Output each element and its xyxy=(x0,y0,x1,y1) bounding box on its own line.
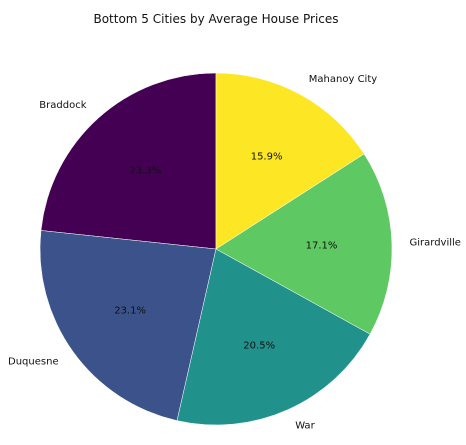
slice-label-war: War xyxy=(295,421,315,432)
percent-label-braddock: 23.3% xyxy=(130,166,162,177)
percent-label-war: 20.5% xyxy=(243,340,275,351)
chart-title: Bottom 5 Cities by Average House Prices xyxy=(93,12,338,26)
pie-slice-girardville xyxy=(215,153,393,335)
slice-label-braddock: Braddock xyxy=(39,100,86,111)
pie-slice-mahanoy-city xyxy=(215,72,365,250)
slice-label-mahanoy-city: Mahanoy City xyxy=(309,74,377,85)
pie-slice-braddock xyxy=(40,72,217,250)
pie-slice-war xyxy=(176,248,371,426)
slice-label-duquesne: Duquesne xyxy=(8,357,59,368)
pie-slice-duquesne xyxy=(39,230,217,421)
pie-slices xyxy=(39,72,393,426)
pie-labels: Braddock 23.3% Duquesne 23.1% War 20.5% Girard… xyxy=(8,74,461,432)
slice-label-girardville: Girardville xyxy=(410,238,461,249)
percent-label-duquesne: 23.1% xyxy=(114,306,146,317)
percent-label-mahanoy-city: 15.9% xyxy=(251,151,283,162)
percent-label-girardville: 17.1% xyxy=(306,241,338,252)
